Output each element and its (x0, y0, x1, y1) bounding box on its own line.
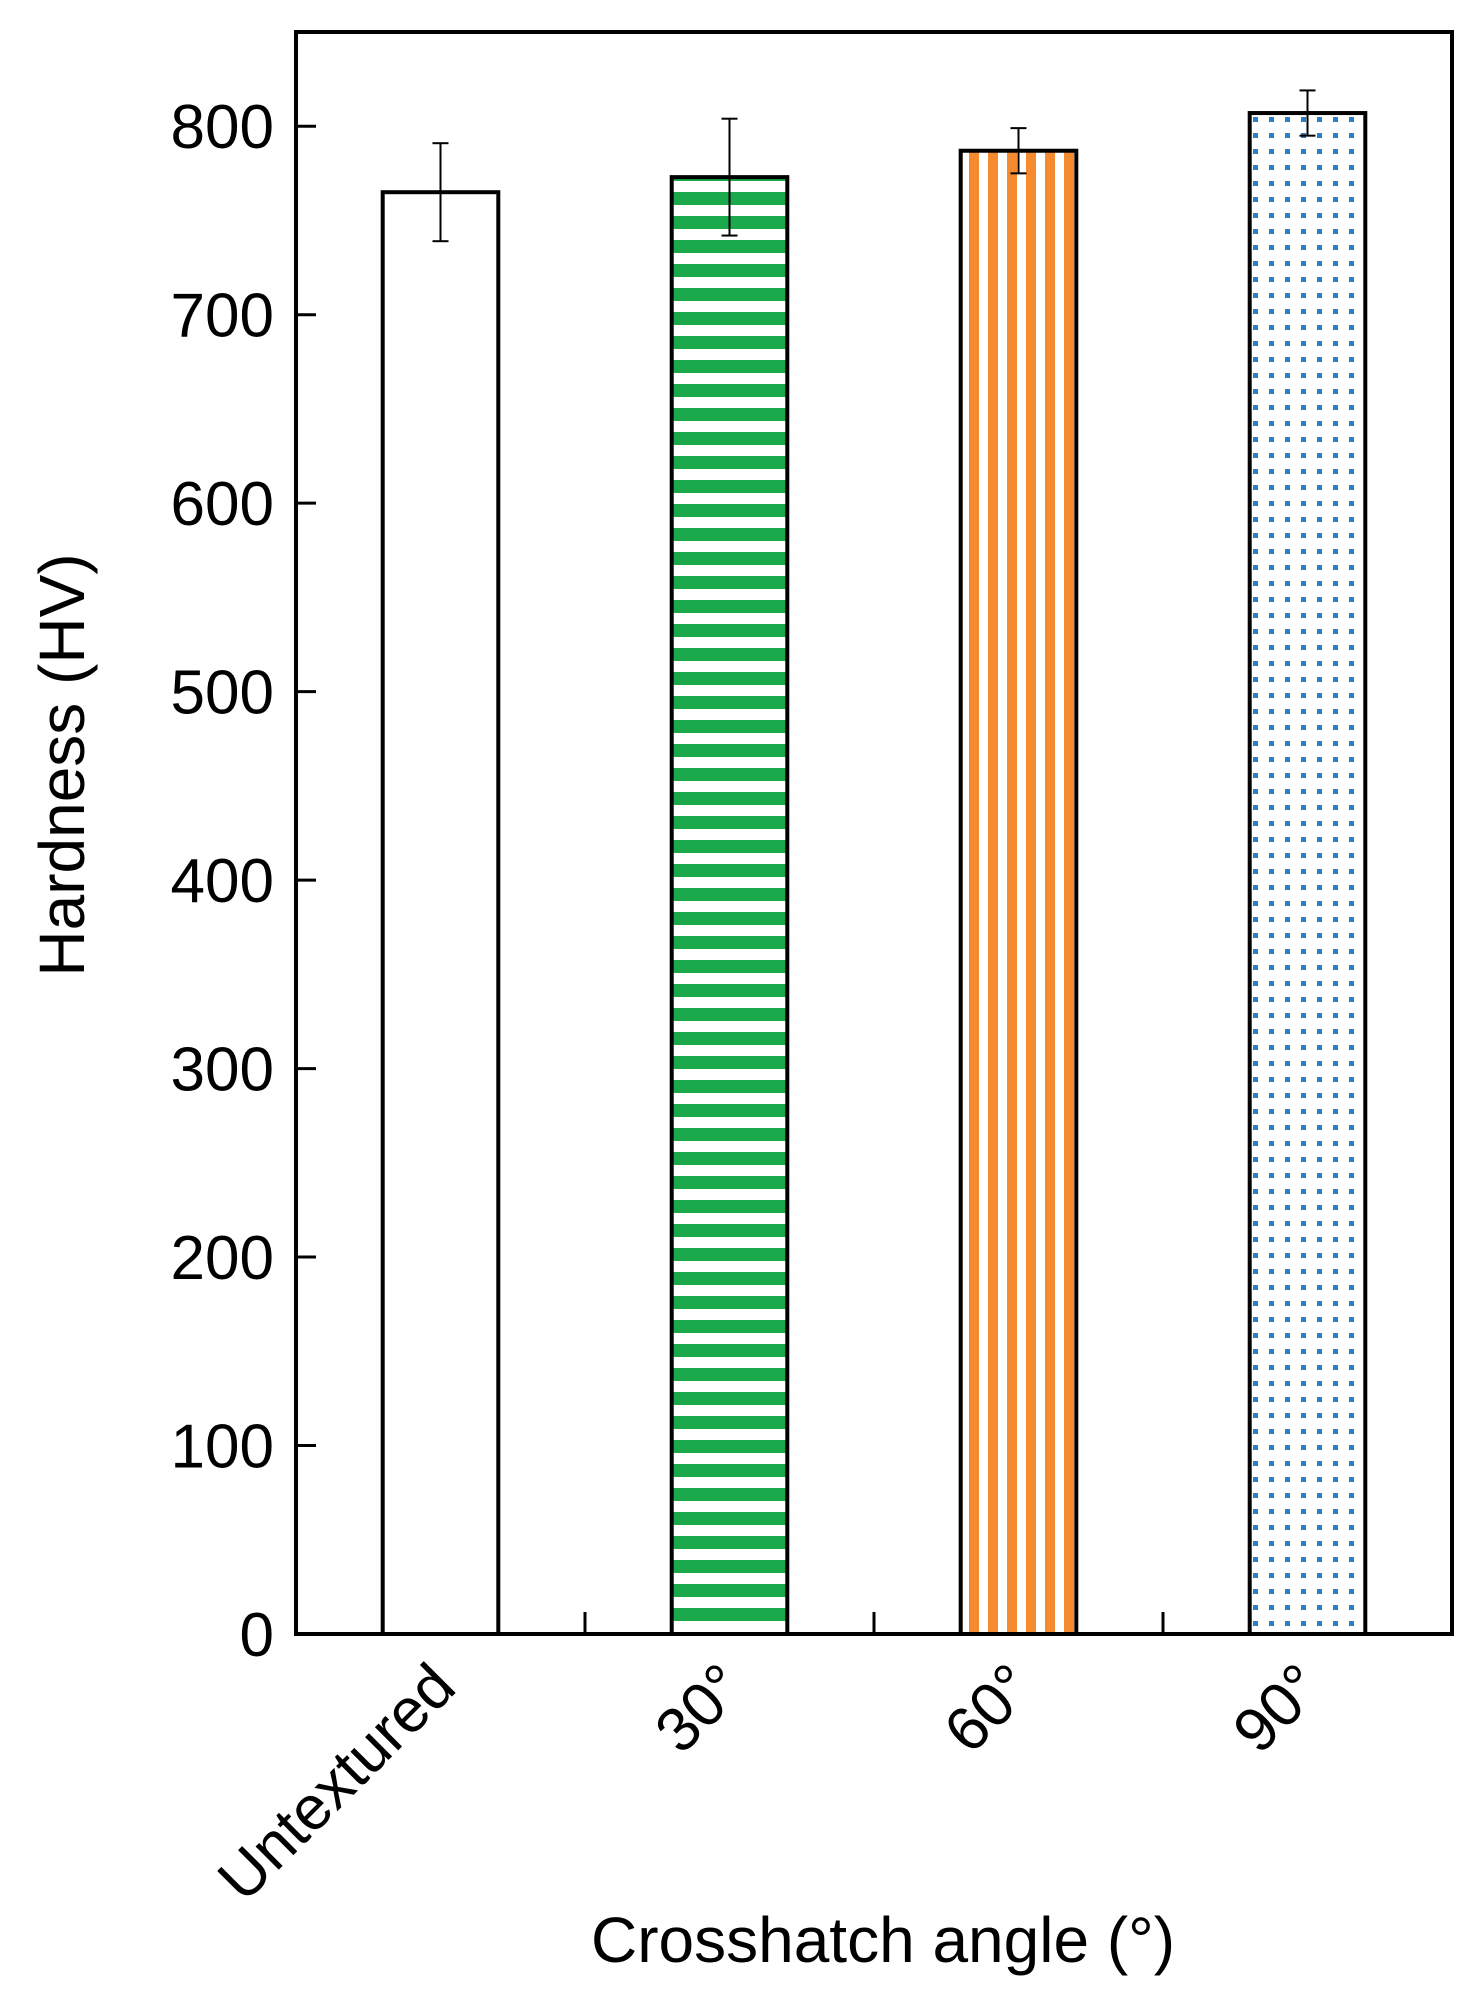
y-tick-label-0: 0 (240, 1601, 274, 1670)
x-tick-label-1: 30° (642, 1651, 757, 1766)
x-tick-label-2: 60° (931, 1651, 1046, 1766)
y-axis-title: Hardness (HV) (26, 553, 98, 976)
y-tick-label-5: 500 (171, 659, 274, 728)
x-tick-label-0: Untextured (205, 1651, 468, 1914)
y-tick-label-4: 400 (171, 847, 274, 916)
y-tick-label-2: 200 (171, 1224, 274, 1293)
y-tick-label-3: 300 (171, 1036, 274, 1105)
y-tick-label-8: 800 (171, 93, 274, 162)
y-tick-label-6: 600 (171, 470, 274, 539)
x-tick-label-3: 90° (1220, 1651, 1335, 1766)
bar-0 (380, 190, 501, 1637)
y-tick-label-7: 700 (171, 282, 274, 351)
bar-1 (669, 175, 790, 1637)
y-tick-label-1: 100 (171, 1413, 274, 1482)
bar-3 (1247, 111, 1368, 1636)
bar-2 (958, 148, 1079, 1637)
x-axis-title: Crosshatch angle (°) (591, 1904, 1175, 1976)
